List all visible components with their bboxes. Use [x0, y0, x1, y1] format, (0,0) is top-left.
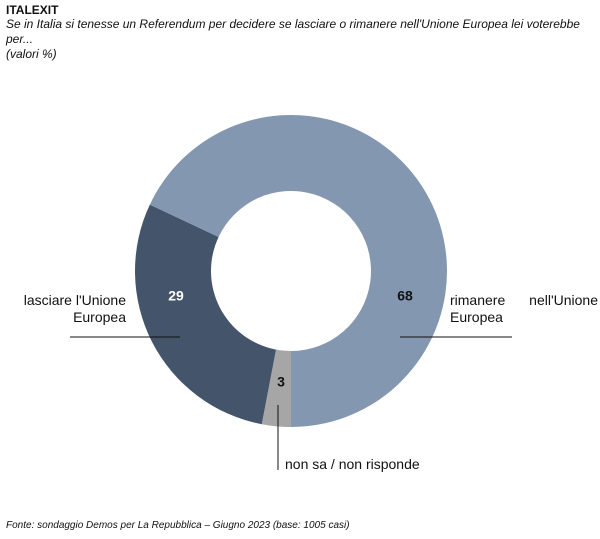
chart-title: ITALEXIT — [6, 3, 59, 17]
category-label: lasciare l'Unione Europea — [23, 292, 126, 325]
value-label: 68 — [397, 288, 413, 304]
subtitle: Se in Italia si tenesse un Referendum pe… — [6, 17, 580, 46]
slice — [134, 204, 277, 425]
slice — [149, 115, 448, 427]
category-label: rimanere nell'Unione Europea — [450, 292, 598, 325]
value-label: 29 — [168, 288, 184, 304]
slice — [261, 349, 291, 427]
source: Fonte: sondaggio Demos per La Repubblica… — [6, 520, 350, 531]
unit-note: (valori %) — [6, 47, 57, 61]
category-label: non sa / non risponde — [285, 456, 420, 472]
value-label: 3 — [277, 374, 285, 390]
